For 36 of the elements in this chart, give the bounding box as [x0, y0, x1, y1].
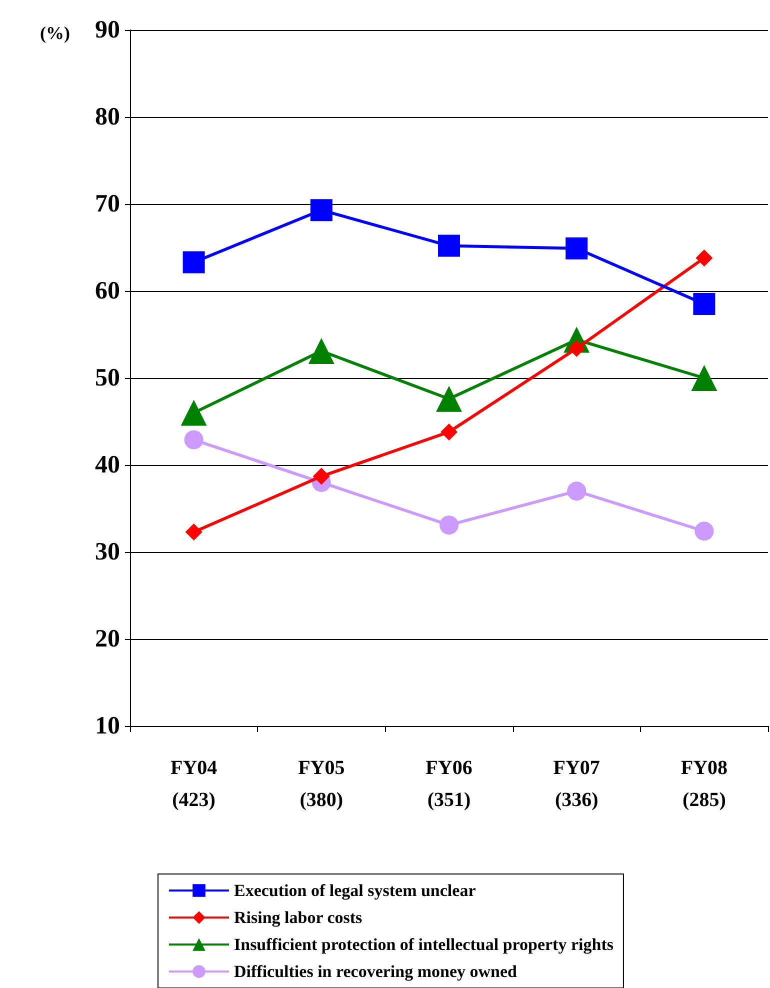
point [180, 400, 207, 426]
x-tick-label: FY04 (423) [170, 757, 218, 811]
legend-label: Difficulties in recovering money owned [234, 962, 518, 981]
point [308, 338, 334, 364]
point [438, 234, 460, 257]
point [567, 482, 586, 501]
point [696, 249, 713, 266]
point [182, 251, 205, 274]
point [312, 468, 330, 485]
point [693, 293, 716, 316]
point [440, 423, 458, 440]
y-axis-title: (%) [40, 23, 70, 43]
point [691, 365, 718, 391]
y-tick-label: 60 [95, 278, 120, 304]
point [566, 237, 588, 260]
y-tick-label: 50 [95, 364, 120, 392]
y-tick-label: 30 [95, 538, 120, 566]
point [440, 516, 458, 535]
y-tick-label: 10 [95, 712, 120, 740]
point [436, 386, 462, 412]
legend-label: Insufficient protection of intellectual property rights [234, 935, 614, 954]
x-tick-label: FY06 (351) [426, 757, 472, 811]
point [185, 523, 202, 540]
y-tick-label: 80 [95, 104, 120, 130]
y-tick-label: 20 [95, 626, 120, 652]
point [694, 522, 714, 541]
y-tick-label: 40 [95, 452, 120, 478]
legend-label: Execution of legal system unclear [234, 881, 476, 900]
x-tick-label: FY05 (380) [298, 757, 345, 811]
y-tick-label: 70 [95, 190, 120, 218]
point [310, 199, 332, 222]
point [184, 430, 204, 450]
x-tick-label: FY08 (285) [680, 757, 728, 811]
legend-label: Rising labor costs [234, 908, 363, 927]
y-tick-label: 90 [95, 16, 120, 44]
x-tick-label: FY07 (336) [553, 757, 600, 811]
